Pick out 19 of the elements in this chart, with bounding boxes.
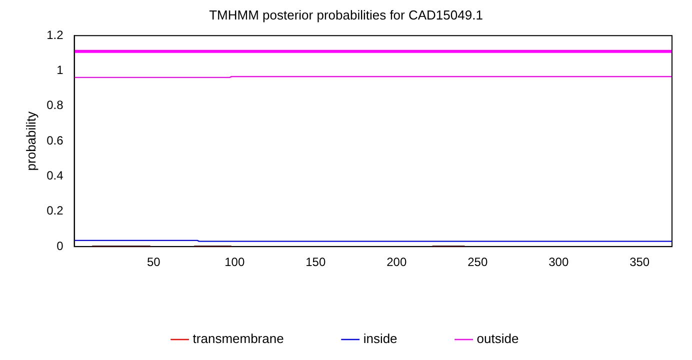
y-tick-label: 0.4 (46, 168, 64, 183)
x-tick-label: 100 (224, 255, 245, 270)
x-tick-label: 200 (386, 255, 407, 270)
x-tick-label: 350 (630, 255, 650, 270)
y-tick-label: 0.8 (46, 98, 64, 112)
y-tick-label: 0.2 (46, 204, 64, 218)
chart-title: TMHMM posterior probabilities for CAD15049.1 (209, 7, 483, 22)
y-tick-label: 1.2 (46, 28, 64, 42)
legend-label: inside (363, 331, 398, 346)
x-tick-label: 250 (468, 255, 488, 270)
y-tick-label: 0.6 (46, 133, 64, 148)
y-axis-title: probability (23, 110, 38, 171)
y-tick-label: 1 (56, 63, 64, 78)
x-tick-label: 150 (306, 255, 326, 270)
x-tick-label: 50 (146, 255, 161, 270)
y-tick-label: 0 (56, 238, 64, 253)
legend-label: transmembrane (192, 331, 284, 346)
x-tick-label: 300 (548, 255, 569, 270)
legend-label: outside (476, 331, 519, 346)
